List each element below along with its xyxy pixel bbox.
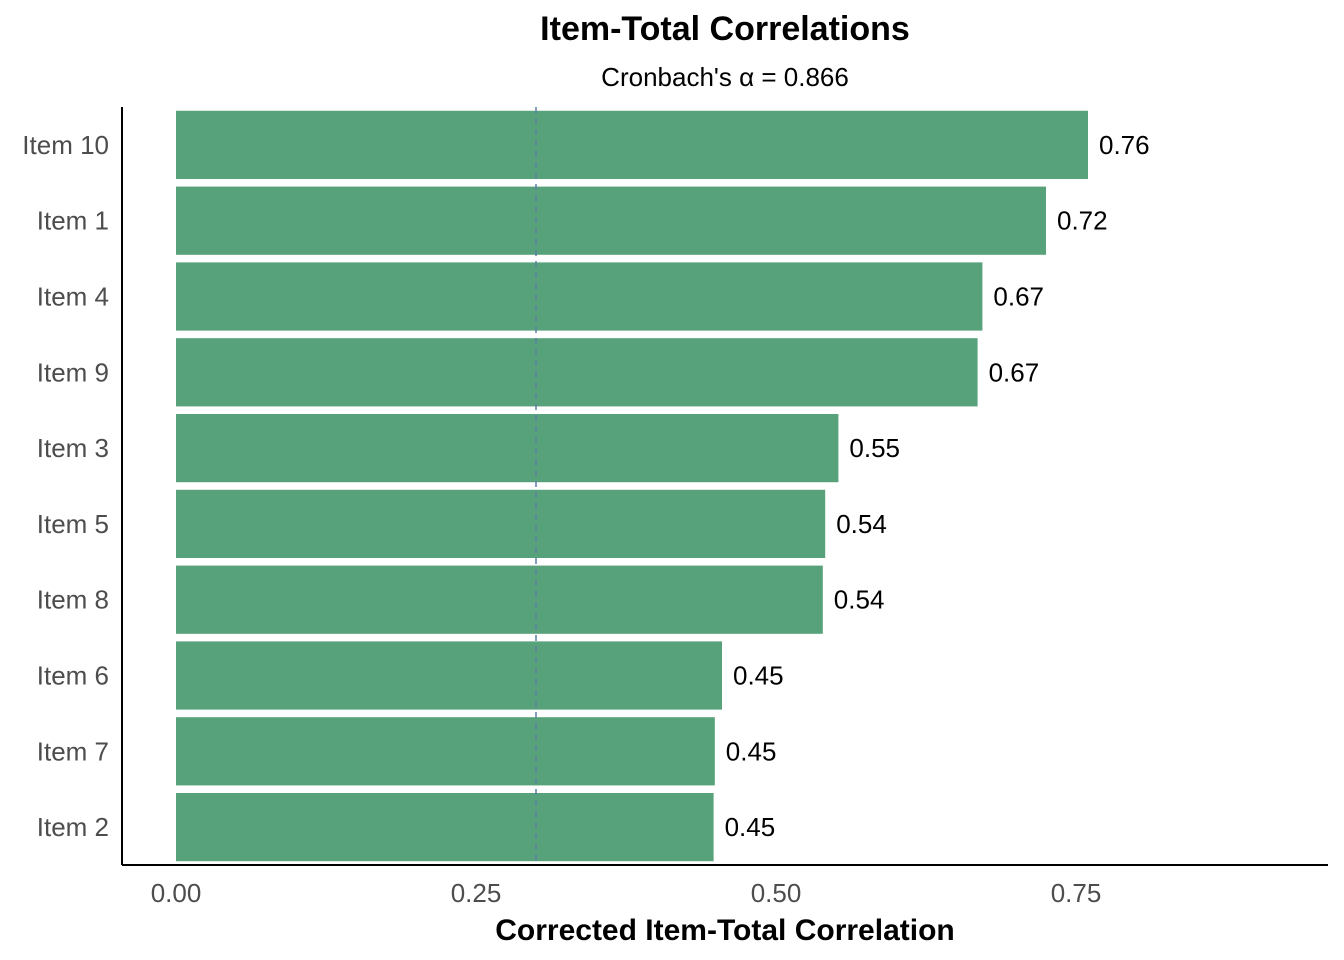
y-tick-label: Item 1 <box>37 206 109 236</box>
bar <box>176 792 714 862</box>
bar-value-label: 0.76 <box>1099 130 1150 160</box>
y-tick-label: Item 4 <box>37 282 109 312</box>
bar <box>176 717 715 786</box>
y-tick-label: Item 10 <box>22 130 109 160</box>
x-tick-labels: 0.00 0.25 0.50 0.75 <box>151 878 1102 908</box>
bar-value-label: 0.55 <box>849 433 900 463</box>
bar <box>176 565 823 634</box>
bar-value-label: 0.45 <box>725 812 776 842</box>
y-tick-label: Item 7 <box>37 736 109 766</box>
y-tick-label: Item 5 <box>37 509 109 539</box>
x-tick-label: 0.25 <box>451 878 502 908</box>
bar <box>176 338 978 407</box>
bar <box>176 186 1046 255</box>
chart-title: Item-Total Correlations <box>540 10 910 48</box>
bar-value-label: 0.67 <box>993 282 1044 312</box>
bar <box>176 110 1088 180</box>
y-tick-label: Item 3 <box>37 433 109 463</box>
bar-value-label: 0.72 <box>1057 206 1108 236</box>
bar <box>176 262 983 331</box>
y-tick-label: Item 2 <box>37 812 109 842</box>
y-tick-label: Item 9 <box>37 357 109 387</box>
bar <box>176 641 722 710</box>
bar-value-label: 0.54 <box>834 585 885 615</box>
value-labels-group: 0.76 0.72 0.67 0.67 0.55 0.54 0.54 0.45 0.45 0.45 <box>725 130 1150 842</box>
x-tick-label: 0.50 <box>751 878 802 908</box>
x-tick-label: 0.75 <box>1051 878 1102 908</box>
bar-value-label: 0.45 <box>733 661 784 691</box>
x-tick-label: 0.00 <box>151 878 202 908</box>
y-tick-label: Item 6 <box>37 661 109 691</box>
y-tick-labels: Item 10 Item 1 Item 4 Item 9 Item 3 Item 5 Ite… <box>22 130 109 842</box>
bar-value-label: 0.54 <box>836 509 887 539</box>
bars-group <box>176 110 1088 862</box>
bar-value-label: 0.45 <box>726 736 777 766</box>
bar <box>176 413 839 483</box>
bar <box>176 489 826 559</box>
x-axis-title: Corrected Item-Total Correlation <box>495 914 955 947</box>
bar-value-label: 0.67 <box>989 357 1040 387</box>
y-tick-label: Item 8 <box>37 585 109 615</box>
chart-subtitle: Cronbach's α = 0.866 <box>601 62 849 92</box>
